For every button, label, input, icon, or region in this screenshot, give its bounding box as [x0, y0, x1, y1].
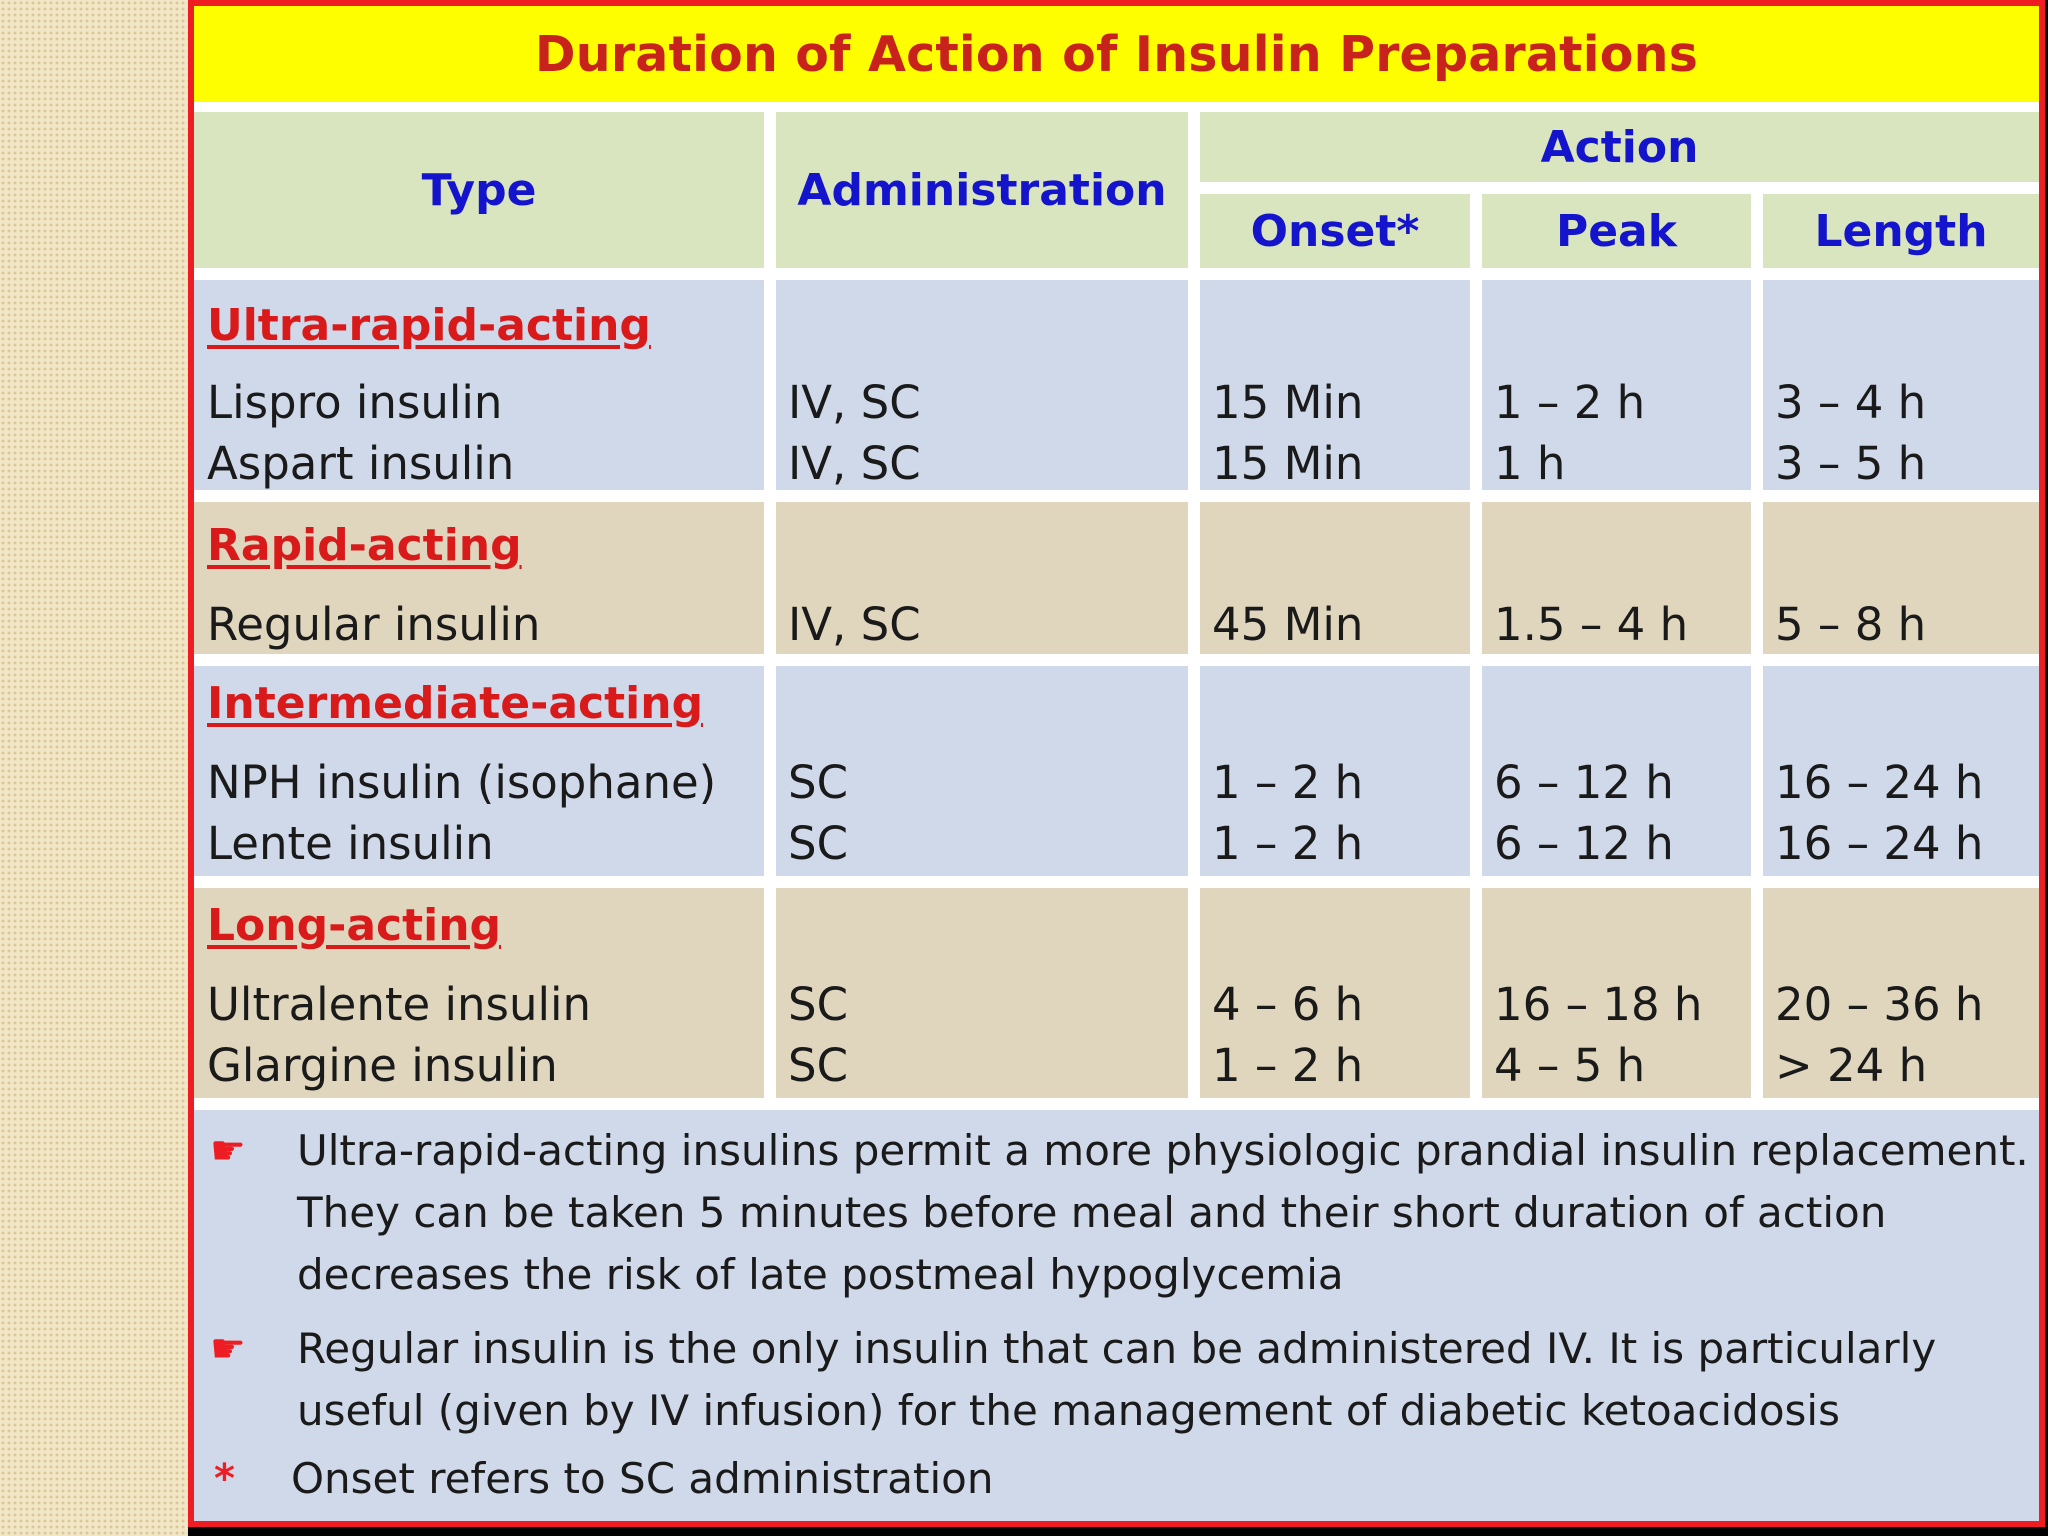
note-2-line-2: useful (given by IV infusion) for the ma… [297, 1386, 1840, 1435]
header-administration: Administration [776, 112, 1188, 268]
peak-lente: 6 – 12 h [1494, 817, 1674, 870]
hand-pointer-icon: ☛ [210, 1326, 246, 1372]
group-rapid-length-cell: 5 – 8 h [1763, 502, 2039, 654]
peak-regular: 1.5 – 4 h [1494, 598, 1689, 651]
length-regular: 5 – 8 h [1775, 598, 1927, 651]
onset-lente: 1 – 2 h [1212, 817, 1364, 870]
header-type: Type [194, 112, 764, 268]
title-bar: Duration of Action of Insulin Preparatio… [194, 6, 2039, 102]
peak-nph: 6 – 12 h [1494, 756, 1674, 809]
group-ultra-rapid-admin-cell: IV, SC IV, SC [776, 280, 1188, 490]
header-action: Action [1200, 112, 2039, 182]
group-intermediate-onset-cell: 1 – 2 h 1 – 2 h [1200, 666, 1470, 876]
onset-lispro: 15 Min [1212, 376, 1364, 429]
onset-ultralente: 4 – 6 h [1212, 978, 1364, 1031]
group-intermediate-type-cell: Intermediate-acting NPH insulin (isophan… [194, 666, 764, 876]
group-rapid-peak-cell: 1.5 – 4 h [1482, 502, 1751, 654]
header-peak-label: Peak [1555, 205, 1678, 257]
onset-glargine: 1 – 2 h [1212, 1039, 1364, 1092]
type-lente: Lente insulin [207, 817, 494, 870]
decorative-side-panel [0, 0, 188, 1536]
peak-ultralente: 16 – 18 h [1494, 978, 1703, 1031]
group-long-peak-cell: 16 – 18 h 4 – 5 h [1482, 888, 1751, 1098]
header-peak: Peak [1482, 194, 1751, 268]
group-ultra-rapid-onset-cell: 15 Min 15 Min [1200, 280, 1470, 490]
admin-ultralente: SC [788, 978, 848, 1031]
group-intermediate-peak-cell: 6 – 12 h 6 – 12 h [1482, 666, 1751, 876]
note-1-line-1: Ultra-rapid-acting insulins permit a mor… [297, 1126, 2029, 1175]
note-1-line-3: decreases the risk of late postmeal hypo… [297, 1250, 1344, 1299]
group-long-admin-cell: SC SC [776, 888, 1188, 1098]
group-label-intermediate: Intermediate-acting [207, 678, 704, 729]
admin-glargine: SC [788, 1039, 848, 1092]
header-length-label: Length [1814, 205, 1988, 257]
asterisk-icon: * [214, 1456, 235, 1502]
group-intermediate-length-cell: 16 – 24 h 16 – 24 h [1763, 666, 2039, 876]
group-intermediate-admin-cell: SC SC [776, 666, 1188, 876]
length-aspart: 3 – 5 h [1775, 437, 1927, 490]
admin-aspart: IV, SC [788, 437, 921, 490]
onset-regular: 45 Min [1212, 598, 1364, 651]
header-type-label: Type [421, 164, 537, 216]
header-onset-label: Onset* [1251, 206, 1420, 257]
header-action-label: Action [1540, 121, 1699, 173]
note-2-line-1: Regular insulin is the only insulin that… [297, 1324, 1937, 1373]
hand-pointer-icon: ☛ [210, 1128, 246, 1174]
admin-lente: SC [788, 817, 848, 870]
page-title: Duration of Action of Insulin Preparatio… [534, 25, 1699, 83]
peak-glargine: 4 – 5 h [1494, 1039, 1646, 1092]
peak-lispro: 1 – 2 h [1494, 376, 1646, 429]
group-label-ultra-rapid: Ultra-rapid-acting [207, 300, 651, 351]
group-long-type-cell: Long-acting Ultralente insulin Glargine … [194, 888, 764, 1098]
table-frame: Duration of Action of Insulin Preparatio… [188, 0, 2045, 1527]
type-lispro: Lispro insulin [207, 376, 503, 429]
length-nph: 16 – 24 h [1775, 756, 1984, 809]
type-nph: NPH insulin (isophane) [207, 756, 717, 809]
header-onset: Onset* [1200, 194, 1470, 268]
header-onset-text: Onset [1250, 205, 1397, 257]
group-long-length-cell: 20 – 36 h > 24 h [1763, 888, 2039, 1098]
header-length: Length [1763, 194, 2039, 268]
group-rapid-admin-cell: IV, SC [776, 502, 1188, 654]
length-lispro: 3 – 4 h [1775, 376, 1927, 429]
group-long-onset-cell: 4 – 6 h 1 – 2 h [1200, 888, 1470, 1098]
type-glargine: Glargine insulin [207, 1039, 558, 1092]
group-rapid-type-cell: Rapid-acting Regular insulin [194, 502, 764, 654]
type-ultralente: Ultralente insulin [207, 978, 592, 1031]
admin-regular: IV, SC [788, 598, 921, 651]
table-body: Duration of Action of Insulin Preparatio… [194, 6, 2039, 1521]
group-rapid-onset-cell: 45 Min [1200, 502, 1470, 654]
type-regular: Regular insulin [207, 598, 541, 651]
admin-nph: SC [788, 756, 848, 809]
group-ultra-rapid-peak-cell: 1 – 2 h 1 h [1482, 280, 1751, 490]
note-3-line-1: Onset refers to SC administration [291, 1454, 994, 1503]
length-ultralente: 20 – 36 h [1775, 978, 1984, 1031]
onset-aspart: 15 Min [1212, 437, 1364, 490]
group-ultra-rapid-length-cell: 3 – 4 h 3 – 5 h [1763, 280, 2039, 490]
group-label-long: Long-acting [207, 900, 502, 951]
group-label-rapid: Rapid-acting [207, 520, 522, 571]
admin-lispro: IV, SC [788, 376, 921, 429]
group-ultra-rapid-type-cell: Ultra-rapid-acting Lispro insulin Aspart… [194, 280, 764, 490]
length-lente: 16 – 24 h [1775, 817, 1984, 870]
note-1-line-2: They can be taken 5 minutes before meal … [297, 1188, 1887, 1237]
length-glargine: > 24 h [1775, 1039, 1928, 1092]
onset-nph: 1 – 2 h [1212, 756, 1364, 809]
onset-asterisk: * [1396, 205, 1420, 257]
type-aspart: Aspart insulin [207, 437, 515, 490]
header-administration-label: Administration [797, 164, 1167, 216]
notes-section: ☛ Ultra-rapid-acting insulins permit a m… [194, 1110, 2039, 1521]
peak-aspart: 1 h [1494, 437, 1566, 490]
